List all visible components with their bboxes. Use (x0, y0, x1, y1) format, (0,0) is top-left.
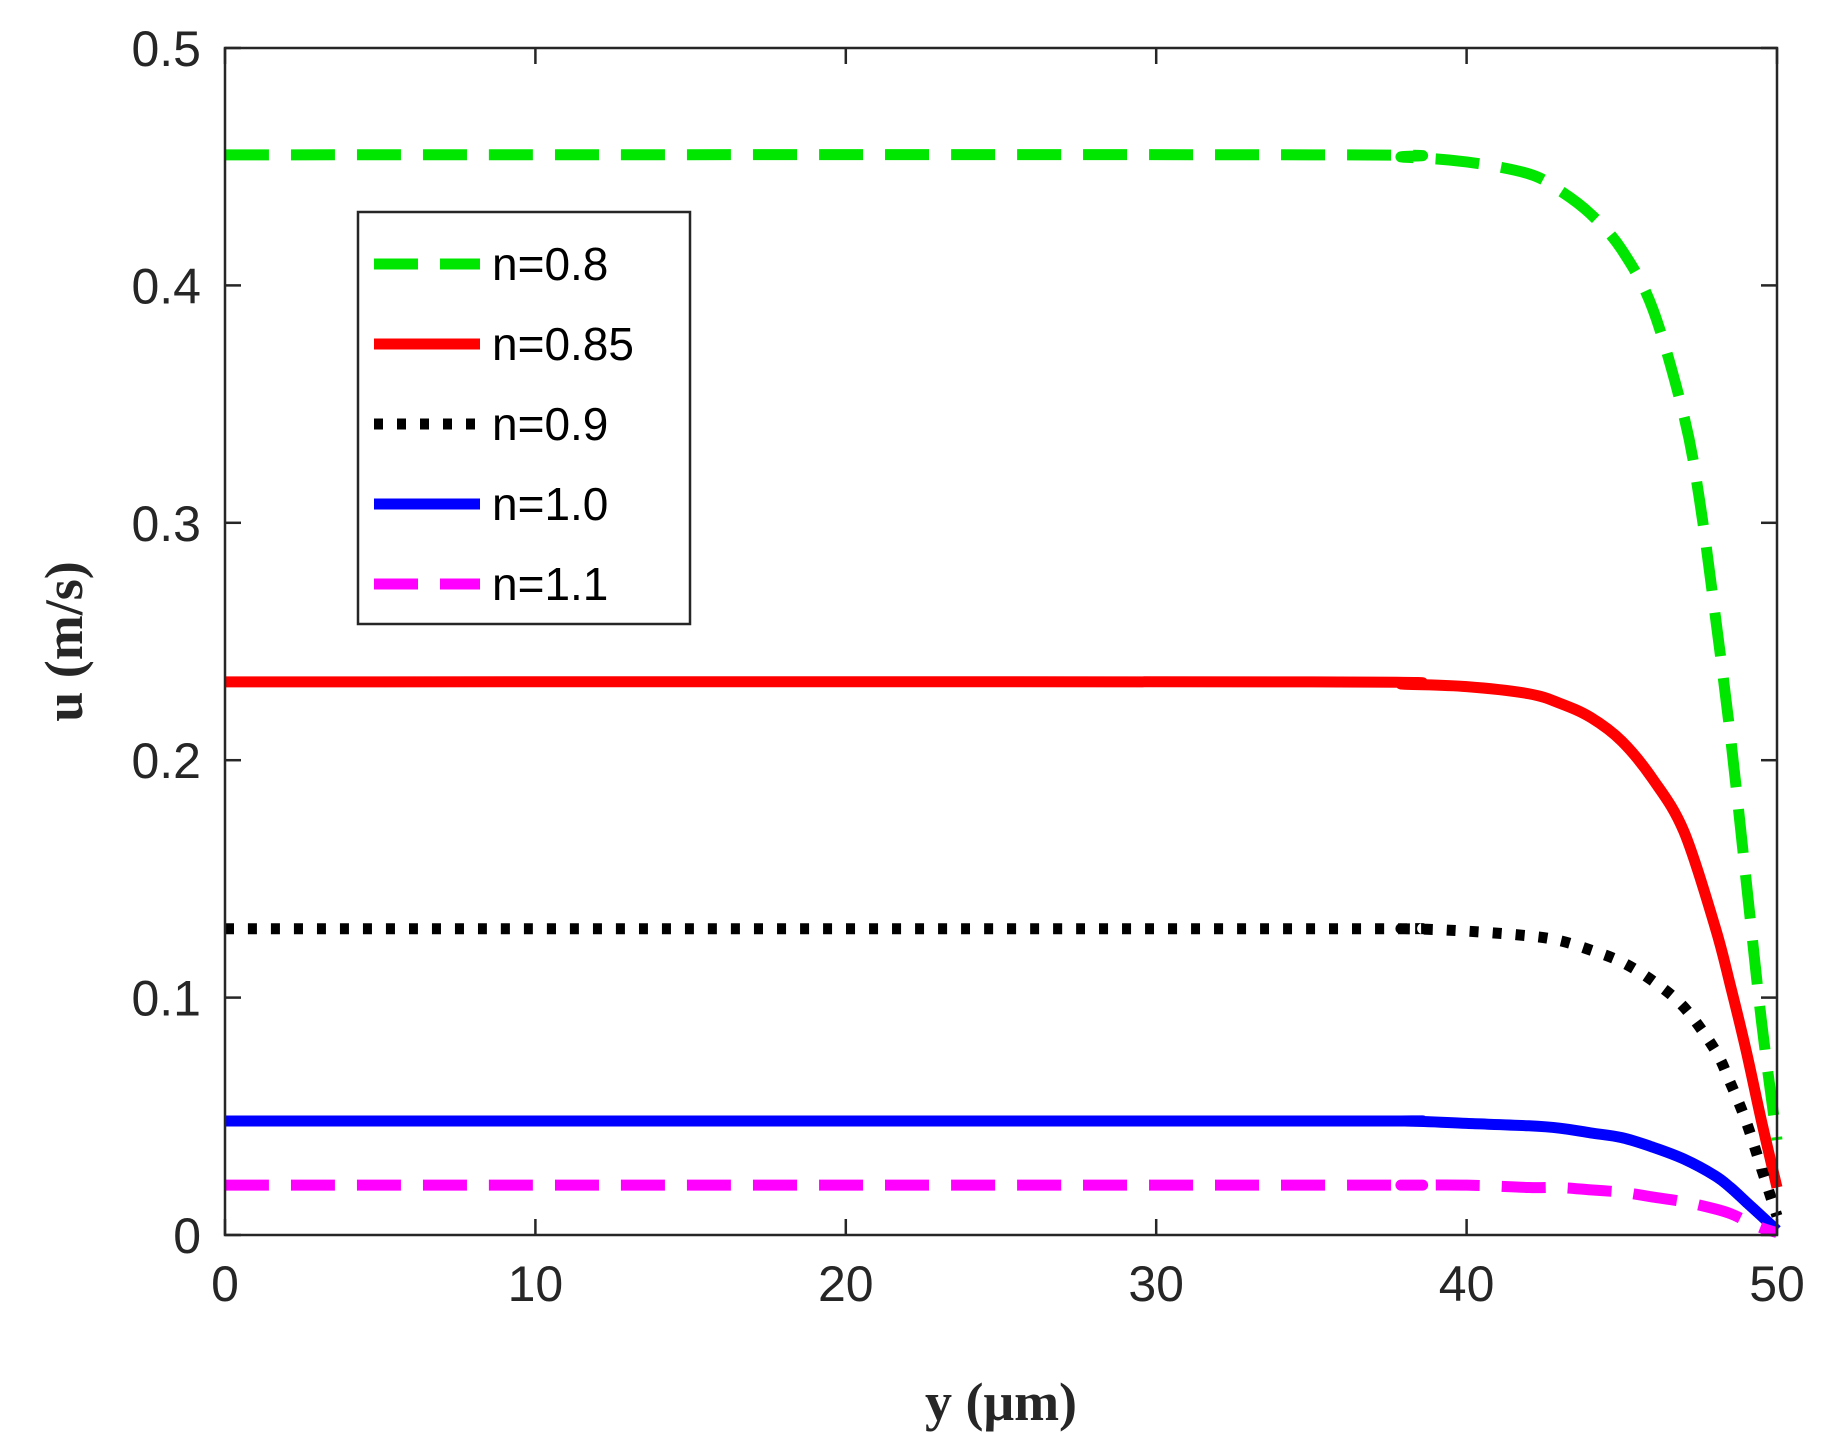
legend-label-0: n=0.8 (492, 238, 608, 290)
y-tick-label: 0.3 (131, 496, 201, 552)
series-line-0 (224, 149, 1783, 1141)
x-tick-label: 10 (508, 1256, 564, 1312)
y-tick-label: 0.5 (131, 21, 201, 77)
y-axis-title: u (m/s) (34, 561, 94, 722)
series-line-1 (224, 676, 1783, 1189)
y-tick-label: 0.4 (131, 258, 201, 314)
y-tick-label: 0.1 (131, 971, 201, 1027)
x-tick-label: 20 (818, 1256, 874, 1312)
series-line-2 (225, 923, 1783, 1218)
axes-box (223, 46, 1779, 1237)
x-tick-label: 40 (1439, 1256, 1495, 1312)
x-tick-label: 30 (1128, 1256, 1184, 1312)
axes-layer (223, 46, 1779, 1237)
series-line-3 (225, 1115, 1781, 1235)
series-layer (224, 149, 1783, 1238)
x-tick-label: 0 (211, 1256, 239, 1312)
legend: n=0.8 n=0.85 n=0.9 n=1.0 n=1.1 (356, 210, 692, 626)
y-tick-label: 0.2 (131, 733, 201, 789)
legend-label-4: n=1.1 (492, 558, 608, 610)
x-tick-label: 50 (1749, 1256, 1805, 1312)
legend-label-2: n=0.9 (492, 398, 608, 450)
legend-label-3: n=1.0 (492, 478, 608, 530)
legend-box (356, 210, 692, 626)
ticks-layer: 0 10 20 30 40 50 0 0.1 0.2 0.3 0.4 0.5 (131, 21, 1804, 1312)
legend-label-1: n=0.85 (492, 318, 634, 370)
series-line-4 (224, 1179, 1779, 1238)
y-tick-label: 0 (173, 1208, 201, 1264)
x-axis-title: y (μm) (925, 1372, 1077, 1432)
